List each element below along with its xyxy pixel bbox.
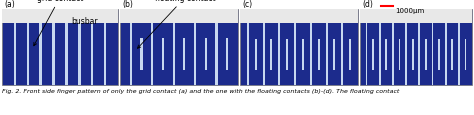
Bar — [465, 39, 466, 70]
Bar — [183, 39, 185, 70]
Bar — [255, 39, 257, 70]
Bar — [419, 24, 420, 85]
Bar — [226, 39, 228, 70]
Bar — [240, 10, 358, 85]
Text: busbar: busbar — [72, 17, 98, 26]
Bar — [162, 39, 164, 70]
Bar — [318, 39, 319, 70]
Bar — [372, 39, 374, 70]
Bar — [278, 24, 280, 85]
Bar — [412, 39, 414, 70]
Bar — [326, 24, 328, 85]
Text: (b): (b) — [122, 0, 133, 9]
Bar — [302, 39, 304, 70]
Bar — [2, 10, 118, 85]
Bar — [216, 24, 218, 85]
Bar — [360, 10, 472, 85]
Bar — [431, 24, 433, 85]
Bar — [14, 24, 16, 85]
Bar — [333, 39, 336, 70]
Bar — [194, 24, 196, 85]
Bar — [425, 39, 427, 70]
Bar — [151, 24, 153, 85]
Bar — [173, 24, 175, 85]
Bar — [27, 24, 29, 85]
Bar — [271, 39, 273, 70]
Bar — [310, 24, 312, 85]
Text: grid contact: grid contact — [34, 0, 83, 46]
Bar — [451, 39, 453, 70]
Bar — [52, 24, 55, 85]
Text: floating contact: floating contact — [137, 0, 215, 49]
Bar — [91, 24, 93, 85]
Text: (a): (a) — [4, 0, 15, 9]
Bar — [458, 24, 460, 85]
Bar — [247, 24, 249, 85]
Bar — [286, 39, 288, 70]
Bar — [240, 10, 358, 24]
Bar — [65, 24, 68, 85]
Bar — [405, 24, 407, 85]
Text: 1000μm: 1000μm — [395, 8, 424, 14]
Bar — [445, 24, 447, 85]
Bar — [294, 24, 296, 85]
Bar — [360, 10, 472, 24]
Bar — [341, 24, 343, 85]
Bar — [365, 24, 367, 85]
Bar — [438, 39, 440, 70]
Bar — [120, 10, 238, 85]
Bar — [120, 10, 238, 24]
Text: (d): (d) — [362, 0, 373, 9]
Bar — [263, 24, 264, 85]
Bar — [399, 39, 401, 70]
Text: (c): (c) — [242, 0, 252, 9]
Bar — [140, 39, 143, 70]
Bar — [129, 24, 132, 85]
Bar — [349, 39, 351, 70]
Text: Fig. 2. Front side finger pattern of only the grid contact (a) and the one with : Fig. 2. Front side finger pattern of onl… — [2, 88, 400, 93]
Bar — [104, 24, 106, 85]
Bar — [392, 24, 394, 85]
Bar — [379, 24, 381, 85]
Bar — [78, 24, 81, 85]
Bar — [205, 39, 207, 70]
Bar — [2, 10, 118, 24]
Bar — [39, 24, 42, 85]
Bar — [385, 39, 387, 70]
